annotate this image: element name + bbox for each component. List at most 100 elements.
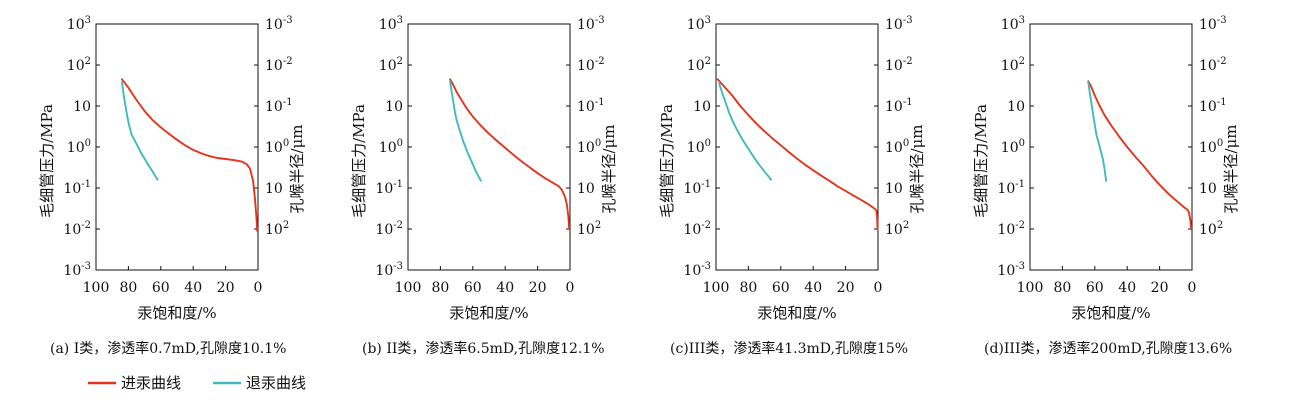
x-tick-label: 80 xyxy=(431,280,449,296)
y2-tick-label: 102 xyxy=(1199,220,1223,238)
plot-frame xyxy=(715,23,879,271)
y2-tick-label: 100 xyxy=(1199,138,1223,156)
y-tick-label: 100 xyxy=(1001,138,1025,156)
x-tick-label: 80 xyxy=(739,280,757,296)
x-tick-label: 60 xyxy=(772,280,790,296)
y-tick-label: 10 xyxy=(693,99,711,115)
y-tick-label: 10 xyxy=(1007,99,1025,115)
y-tick-label: 10-3 xyxy=(63,261,91,279)
x-tick-label: 100 xyxy=(703,280,730,296)
y-tick-label: 10 xyxy=(385,99,403,115)
y-tick-label: 100 xyxy=(379,138,403,156)
y2-tick-label: 10-1 xyxy=(1199,97,1227,115)
x-tick-label: 0 xyxy=(254,280,263,296)
series-extrusion-line xyxy=(1087,81,1108,182)
legend-label-extrusion: 退汞曲线 xyxy=(246,374,306,392)
x-tick-label: 20 xyxy=(1151,280,1169,296)
y-axis-label: 毛细管压力/MPa xyxy=(972,104,990,218)
y-tick-label: 102 xyxy=(379,56,403,74)
y2-tick-label: 10-1 xyxy=(577,97,605,115)
y-tick-label: 10-2 xyxy=(997,220,1025,238)
y2-tick-label: 100 xyxy=(265,138,289,156)
panel-3: 10-3 10-2 10-1 100 10 102 103 102 10 100 10-1 10-2 1… xyxy=(972,15,1240,357)
panel-1: 10-3 10-2 10-1 100 10 102 103 102 10 100 10-1 10-2 1… xyxy=(350,15,618,357)
series-extrusion-line xyxy=(449,80,482,182)
y2-tick-label: 102 xyxy=(265,220,289,238)
panel-caption: (a) I类，渗透率0.7mD,孔隙度10.1% xyxy=(50,340,286,357)
y2-axis-label: 孔喉半径/μm xyxy=(600,124,618,213)
x-tick-label: 0 xyxy=(1188,280,1197,296)
y2-tick-label: 10-3 xyxy=(885,15,913,33)
y-tick-label: 103 xyxy=(687,15,711,33)
x-tick-label: 100 xyxy=(1017,280,1044,296)
y2-tick-label: 10-2 xyxy=(577,56,605,74)
x-tick-label: 0 xyxy=(874,280,883,296)
series-intrusion-line xyxy=(1087,80,1193,230)
series-extrusion-line xyxy=(120,81,159,181)
y-tick-label: 103 xyxy=(379,15,403,33)
series-intrusion-line xyxy=(716,78,879,230)
x-tick-label: 40 xyxy=(1118,280,1136,296)
plot-frame xyxy=(95,23,259,271)
series-intrusion-line xyxy=(449,78,571,230)
y-tick-label: 102 xyxy=(1001,56,1025,74)
y2-tick-label: 10-2 xyxy=(265,56,293,74)
x-tick-label: 60 xyxy=(1086,280,1104,296)
y2-tick-label: 10-2 xyxy=(885,56,913,74)
y-tick-label: 102 xyxy=(67,56,91,74)
x-tick-label: 40 xyxy=(496,280,514,296)
y-tick-label: 103 xyxy=(67,15,91,33)
y2-tick-label: 10 xyxy=(885,181,903,197)
y-tick-label: 10-1 xyxy=(375,179,403,197)
panel-2: 10-3 10-2 10-1 100 10 102 103 102 10 100 10-1 10-2 1… xyxy=(658,15,926,357)
y2-tick-label: 10-3 xyxy=(1199,15,1227,33)
y-tick-label: 10-3 xyxy=(997,261,1025,279)
y-axis-label: 毛细管压力/MPa xyxy=(350,104,368,218)
y2-tick-label: 102 xyxy=(577,220,601,238)
y-tick-label: 10-1 xyxy=(997,179,1025,197)
legend: 进汞曲线 退汞曲线 xyxy=(88,374,306,392)
y-tick-label: 10-2 xyxy=(375,220,403,238)
y-tick-label: 100 xyxy=(687,138,711,156)
x-axis-label: 汞饱和度/% xyxy=(757,304,836,322)
x-axis-label: 汞饱和度/% xyxy=(137,304,216,322)
legend-label-intrusion: 进汞曲线 xyxy=(121,374,181,392)
x-tick-label: 20 xyxy=(529,280,547,296)
y-tick-label: 10-1 xyxy=(63,179,91,197)
y2-tick-label: 100 xyxy=(885,138,909,156)
series-intrusion-line xyxy=(120,78,259,232)
panel-0: 10-3 10-2 10-1 100 10 102 103 102 10 100 10-1 10-2 1… xyxy=(38,15,306,357)
panel-caption: (b) II类，渗透率6.5mD,孔隙度12.1% xyxy=(362,340,605,357)
y2-axis-label: 孔喉半径/μm xyxy=(288,124,306,213)
y2-tick-label: 102 xyxy=(885,220,909,238)
plot-frame xyxy=(1029,23,1193,271)
y-tick-label: 100 xyxy=(67,138,91,156)
x-tick-label: 100 xyxy=(83,280,110,296)
x-axis-label: 汞饱和度/% xyxy=(1071,304,1150,322)
x-tick-label: 40 xyxy=(184,280,202,296)
chart-panels: 10-310-210-1100101021031021010010-110-21… xyxy=(38,15,1240,357)
y2-tick-label: 10-2 xyxy=(1199,56,1227,74)
y2-tick-label: 10-3 xyxy=(577,15,605,33)
y-tick-label: 10-2 xyxy=(683,220,711,238)
y2-tick-label: 10-3 xyxy=(265,15,293,33)
x-tick-label: 20 xyxy=(217,280,235,296)
series-extrusion-line xyxy=(718,82,773,181)
y2-axis-label: 孔喉半径/μm xyxy=(908,124,926,213)
y-tick-label: 102 xyxy=(687,56,711,74)
y2-axis-label: 孔喉半径/μm xyxy=(1222,124,1240,213)
x-tick-label: 80 xyxy=(119,280,137,296)
y2-tick-label: 10 xyxy=(577,181,595,197)
y2-tick-label: 10 xyxy=(265,181,283,197)
y-tick-label: 10 xyxy=(73,99,91,115)
y-tick-label: 103 xyxy=(1001,15,1025,33)
y-tick-label: 10-3 xyxy=(683,261,711,279)
x-tick-label: 40 xyxy=(804,280,822,296)
y-tick-label: 10-1 xyxy=(683,179,711,197)
y-axis-label: 毛细管压力/MPa xyxy=(658,104,676,218)
x-tick-label: 0 xyxy=(566,280,575,296)
plot-frame xyxy=(407,23,571,271)
x-tick-label: 80 xyxy=(1053,280,1071,296)
y-tick-label: 10-3 xyxy=(375,261,403,279)
